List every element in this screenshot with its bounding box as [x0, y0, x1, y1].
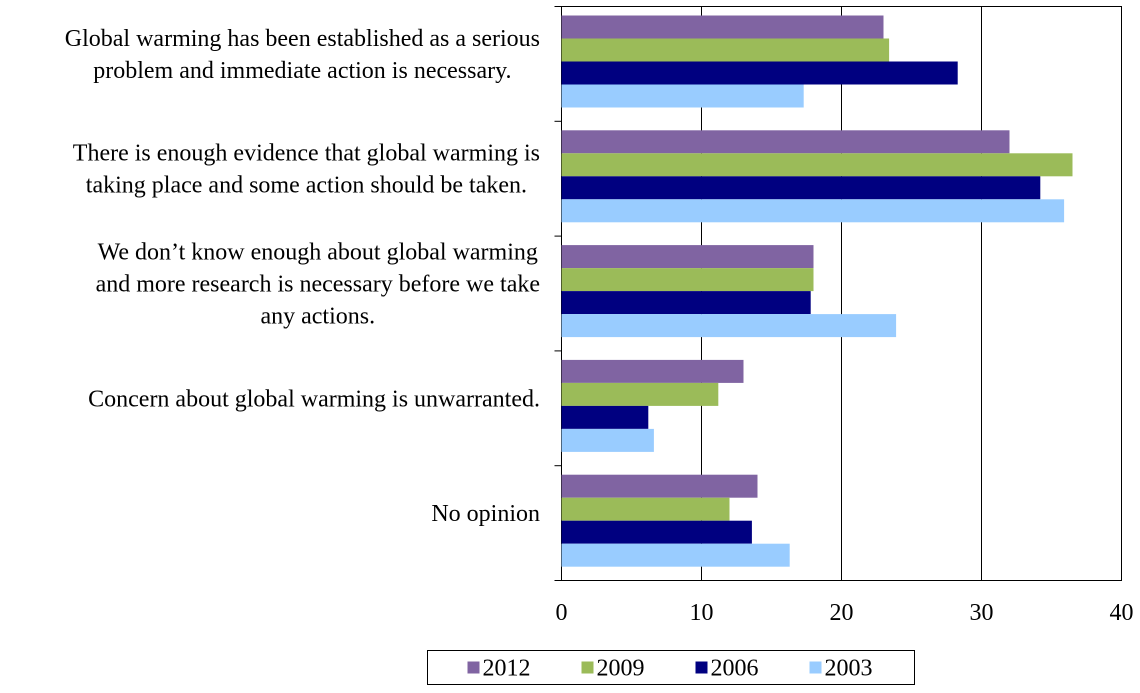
bar-2012 [561, 15, 884, 39]
bar-2006 [561, 405, 649, 429]
legend-label: 2009 [597, 656, 645, 682]
legend-swatch [467, 661, 480, 674]
bar-2012 [561, 245, 814, 269]
category-label: There is enough evidence that global war… [73, 141, 540, 199]
bar-2009 [561, 268, 814, 292]
bar-2012 [561, 359, 744, 383]
bar-2006 [561, 520, 752, 544]
category-labels: Global warming has been established as a… [65, 26, 540, 527]
legend-swatch [809, 661, 822, 674]
x-tick-label: 30 [970, 600, 994, 626]
bar-2003 [561, 84, 804, 108]
legend-swatch [581, 661, 594, 674]
legend-label: 2003 [825, 656, 873, 682]
bar-2006 [561, 291, 811, 315]
bar-2003 [561, 428, 654, 452]
bars [561, 15, 1073, 567]
legend-label: 2006 [711, 656, 759, 682]
legend: 2012 2009 2006 2003 [427, 650, 915, 685]
category-label: Global warming has been established as a… [65, 26, 540, 84]
category-label: No opinion [431, 501, 540, 527]
bar-2009 [561, 153, 1073, 177]
legend-swatch [695, 661, 708, 674]
x-tick-label: 0 [556, 600, 568, 626]
x-tick-label: 20 [830, 600, 854, 626]
category-label: We don’t know enough about global warmin… [96, 240, 540, 330]
axes [554, 6, 562, 581]
legend-box [427, 650, 915, 685]
bar-2009 [561, 382, 719, 406]
bar-2012 [561, 130, 1010, 154]
legend-label: 2012 [483, 656, 531, 682]
x-tick-labels: 0 10 20 30 40 [556, 600, 1134, 626]
bar-2006 [561, 176, 1041, 200]
bar-2003 [561, 314, 897, 338]
category-label: Concern about global warming is unwarran… [88, 386, 540, 412]
x-tick-label: 10 [690, 600, 714, 626]
bar-2009 [561, 38, 890, 62]
x-tick-label: 40 [1110, 600, 1134, 626]
bar-2003 [561, 199, 1065, 223]
bar-2012 [561, 474, 758, 498]
bar-2006 [561, 61, 958, 85]
bar-2003 [561, 543, 790, 567]
bar-2009 [561, 497, 730, 521]
